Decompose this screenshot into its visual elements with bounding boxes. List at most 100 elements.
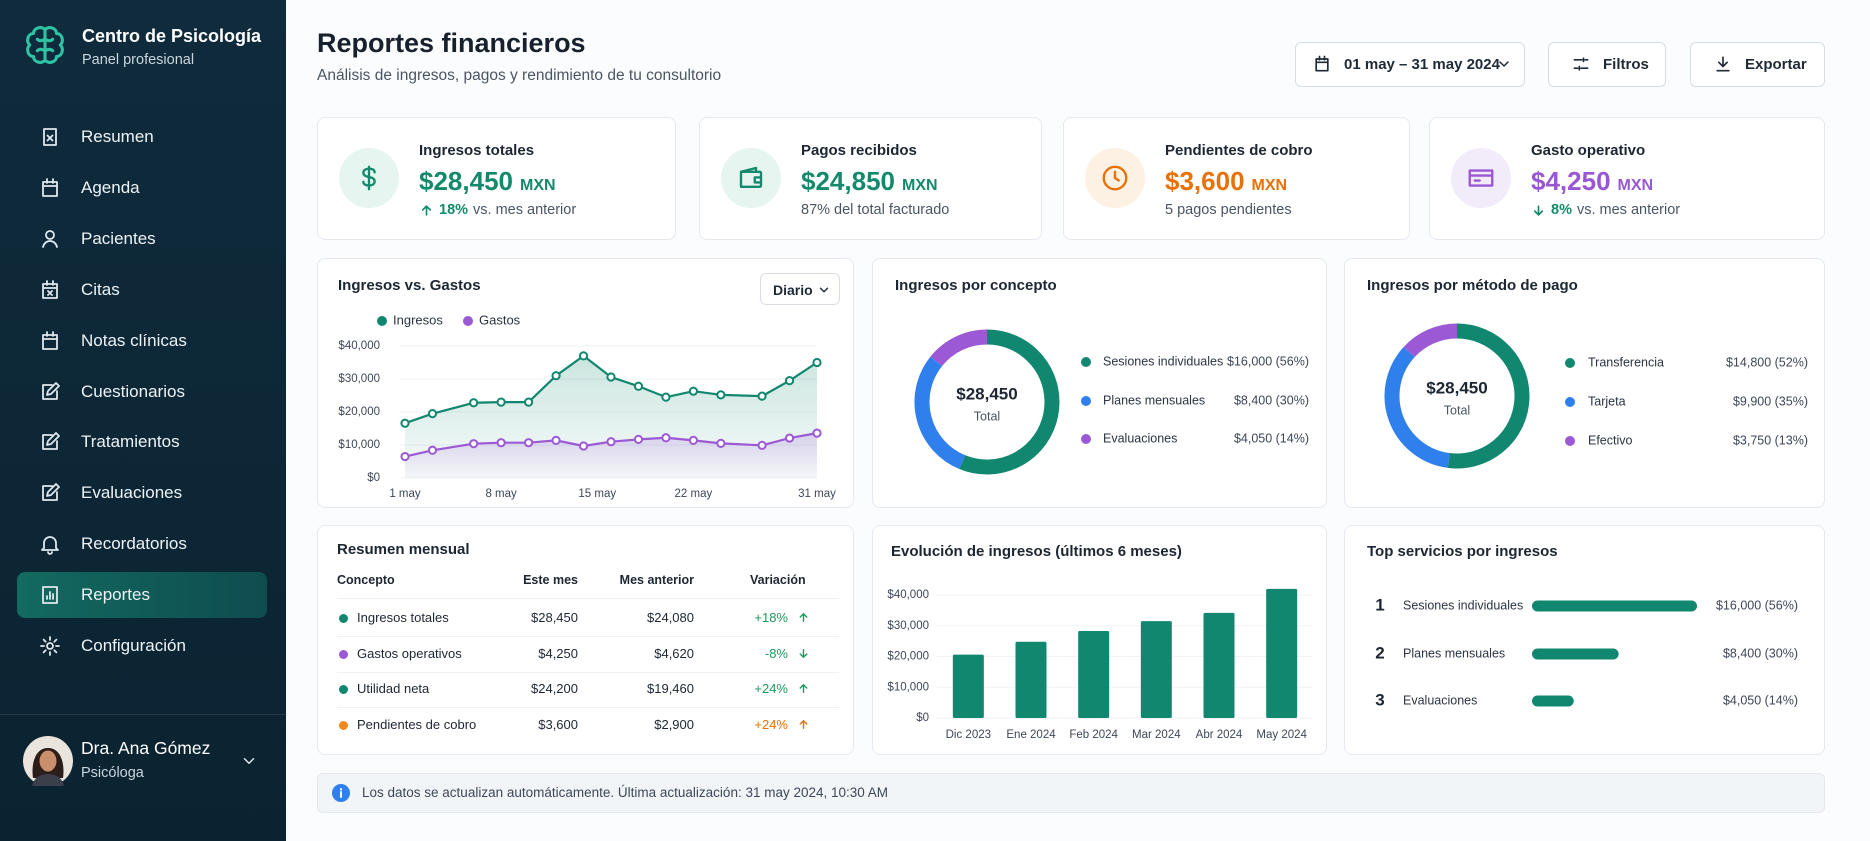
kpi-value: $24,850 xyxy=(801,166,895,196)
kpi-unit: MXN xyxy=(1617,177,1654,194)
table-cell: Ingresos totales xyxy=(357,610,449,625)
legend-marker xyxy=(463,316,473,326)
data-point xyxy=(812,357,822,368)
date-range-button[interactable]: 01 may – 31 may 2024 xyxy=(1295,42,1525,87)
bar xyxy=(1532,695,1574,707)
data-point xyxy=(551,435,561,445)
x-tick-label: 15 may xyxy=(578,488,616,500)
filters-button-label: Filtros xyxy=(1603,56,1649,73)
legend-value: $16,000 (56%) xyxy=(1227,354,1309,368)
kpi-card: Pagos recibidos $24,850 MXN 87% del total f… xyxy=(699,117,1042,240)
kpi-change: 18% xyxy=(439,202,469,218)
nav-item[interactable]: Tratamientos xyxy=(17,419,267,465)
x-tick-label: 8 may xyxy=(485,488,517,500)
nav-item[interactable]: Cuestionarios xyxy=(17,369,267,415)
donut-segment xyxy=(1403,323,1458,358)
rank: 2 xyxy=(1375,643,1384,662)
kpi-unit: MXN xyxy=(1251,177,1288,194)
nav-icon xyxy=(42,483,60,502)
nav-icon-stroke xyxy=(40,636,60,656)
kpi-icon-stroke xyxy=(1102,165,1128,191)
data-point xyxy=(633,381,644,391)
donut-segment xyxy=(1384,346,1450,468)
trend-arrow-stroke xyxy=(799,649,808,658)
data-point xyxy=(427,409,438,419)
nav-icon-stroke xyxy=(42,177,58,197)
row-marker xyxy=(339,613,348,623)
summary-table-card: Resumen mensual Concepto Este mes Mes anter… xyxy=(317,525,854,755)
nav-item[interactable]: Reportes xyxy=(17,572,267,619)
nav-item[interactable]: Evaluaciones xyxy=(17,470,267,516)
nav-item[interactable]: Resumen xyxy=(17,114,267,160)
row-marker xyxy=(339,684,348,694)
chevron-stroke xyxy=(243,758,255,764)
nav-icon xyxy=(41,536,59,556)
y-tick-label: $30,000 xyxy=(338,373,380,385)
donut-chart-card: Ingresos por método de pago $28,450 Total T… xyxy=(1344,258,1825,508)
nav-item[interactable]: Citas xyxy=(17,267,267,313)
nav-item[interactable]: Configuración xyxy=(17,623,267,669)
nav-label: Recordatorios xyxy=(81,534,187,554)
data-point xyxy=(661,433,671,443)
kpi-note-row: 87% del total facturado xyxy=(801,202,949,218)
table-cell: $4,620 xyxy=(654,646,694,661)
donut-center-label: Total xyxy=(974,409,1000,423)
table-cell: $19,460 xyxy=(647,681,694,696)
table-header: Este mes xyxy=(523,573,578,587)
nav-item[interactable]: Recordatorios xyxy=(17,521,267,567)
nav-label: Configuración xyxy=(81,636,186,655)
nav-icon-stroke xyxy=(42,586,58,604)
chevron-stroke xyxy=(1499,61,1509,67)
row-marker xyxy=(339,720,348,730)
page-title: Reportes financieros xyxy=(317,28,586,58)
kpi-label: Pendientes de cobro xyxy=(1165,142,1313,159)
user-menu-toggle[interactable] xyxy=(238,750,260,772)
line-chart-card-svg: Ingresos vs. Gastos Ingresos Gastos $0 $10,0… xyxy=(338,277,836,500)
legend-value: $14,800 (52%) xyxy=(1726,355,1808,369)
export-button-label: Exportar xyxy=(1745,56,1807,73)
kpi-card: Pendientes de cobro $3,600 MXN 5 pagos pend… xyxy=(1063,117,1410,240)
kpi-card: Gasto operativo $4,250 MXN 8% vs. mes anteri… xyxy=(1429,117,1825,240)
nav-icon-stroke xyxy=(42,381,60,400)
data-point xyxy=(812,428,822,438)
data-point xyxy=(551,371,561,381)
kpi-note-row: 18% vs. mes anterior xyxy=(419,202,576,218)
nav-icon xyxy=(42,330,58,350)
nav-item[interactable]: Pacientes xyxy=(17,216,267,262)
nav-label: Evaluaciones xyxy=(81,483,183,503)
nav-icon xyxy=(42,381,60,400)
trend-arrow-stroke xyxy=(799,684,808,693)
kpi-value: $3,600 xyxy=(1165,166,1245,196)
kpi-note-row: 5 pagos pendientes xyxy=(1165,202,1292,218)
chart-title: Evolución de ingresos (últimos 6 meses) xyxy=(891,543,1182,560)
nav-icon xyxy=(42,177,58,197)
filters-button[interactable]: Filtros xyxy=(1548,42,1666,87)
nav-item[interactable]: Notas clínicas xyxy=(17,318,267,364)
bar xyxy=(1140,621,1172,718)
x-tick-label: 31 may xyxy=(798,488,836,500)
data-point xyxy=(757,391,767,401)
bar-chart-card-svg: Evolución de ingresos (últimos 6 meses) $… xyxy=(887,543,1313,741)
row-divider xyxy=(337,707,839,708)
kpi-note: vs. mes anterior xyxy=(473,202,577,218)
y-tick-label: $20,000 xyxy=(887,651,929,663)
data-point xyxy=(716,438,726,448)
kpi-label: Gasto operativo xyxy=(1531,142,1646,159)
export-button-icon-stroke xyxy=(1716,56,1730,72)
legend-label: Evaluaciones xyxy=(1103,431,1177,445)
nav-label: Resumen xyxy=(81,127,154,146)
avatar-face xyxy=(39,750,57,772)
nav-item[interactable]: Agenda xyxy=(17,165,267,211)
kpi-icon-stroke xyxy=(1468,169,1494,187)
row-divider xyxy=(337,636,839,637)
trend-arrow xyxy=(799,684,808,693)
filters-button-icon xyxy=(1573,57,1589,71)
legend-value: $4,050 (14%) xyxy=(1234,431,1309,445)
export-button[interactable]: Exportar xyxy=(1690,42,1825,87)
period-select[interactable]: Diario xyxy=(760,273,840,305)
x-tick-label: Feb 2024 xyxy=(1069,729,1118,741)
data-point xyxy=(688,386,698,396)
service-name: Evaluaciones xyxy=(1403,693,1477,707)
rank: 1 xyxy=(1375,595,1384,614)
table-cell: $2,900 xyxy=(654,717,694,732)
